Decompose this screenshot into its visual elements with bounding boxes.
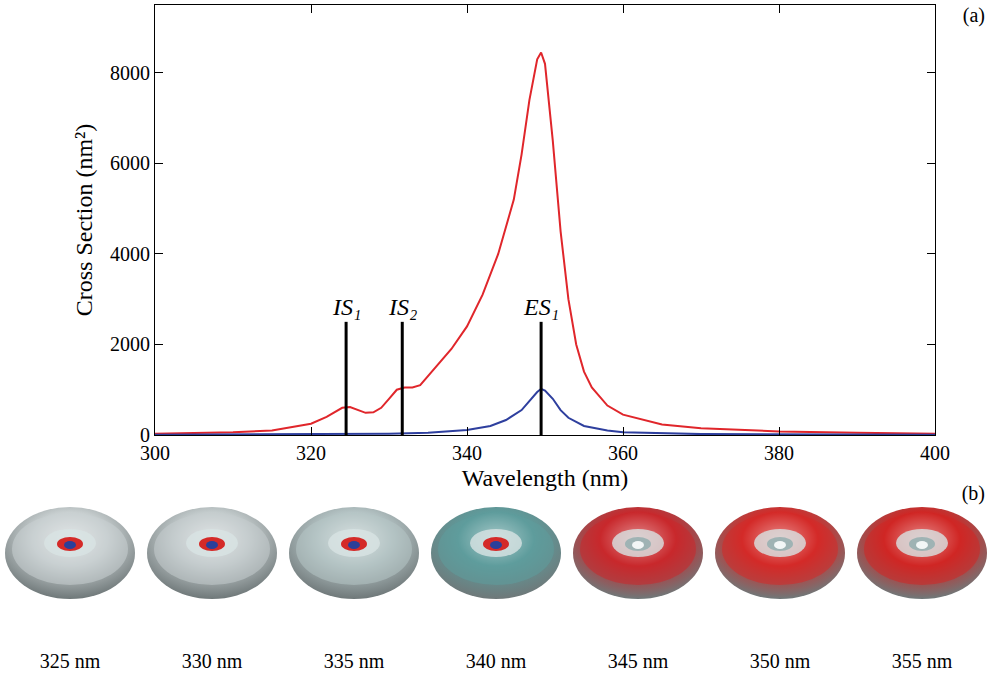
svg-text:360: 360: [608, 442, 638, 464]
svg-text:355 nm: 355 nm: [892, 650, 953, 672]
svg-text:340 nm: 340 nm: [466, 650, 527, 672]
svg-text:0: 0: [140, 424, 150, 446]
svg-text:IS₁: IS₁: [332, 294, 361, 320]
svg-text:340: 340: [452, 442, 482, 464]
svg-text:(a): (a): [963, 4, 985, 27]
svg-text:330 nm: 330 nm: [182, 650, 243, 672]
svg-text:Wavelength (nm): Wavelength (nm): [462, 465, 629, 491]
svg-text:320: 320: [296, 442, 326, 464]
svg-text:335 nm: 335 nm: [324, 650, 385, 672]
svg-text:380: 380: [764, 442, 794, 464]
svg-text:Cross Section (nm²): Cross Section (nm²): [71, 124, 97, 317]
svg-text:4000: 4000: [110, 243, 150, 265]
svg-text:6000: 6000: [110, 152, 150, 174]
svg-text:8000: 8000: [110, 62, 150, 84]
svg-text:ES₁: ES₁: [523, 294, 559, 320]
svg-text:325 nm: 325 nm: [40, 650, 101, 672]
svg-text:400: 400: [920, 442, 950, 464]
svg-text:(b): (b): [962, 482, 985, 505]
svg-text:IS₂: IS₂: [388, 294, 417, 320]
svg-text:345 nm: 345 nm: [608, 650, 669, 672]
svg-text:2000: 2000: [110, 333, 150, 355]
svg-text:300: 300: [140, 442, 170, 464]
svg-text:350 nm: 350 nm: [750, 650, 811, 672]
